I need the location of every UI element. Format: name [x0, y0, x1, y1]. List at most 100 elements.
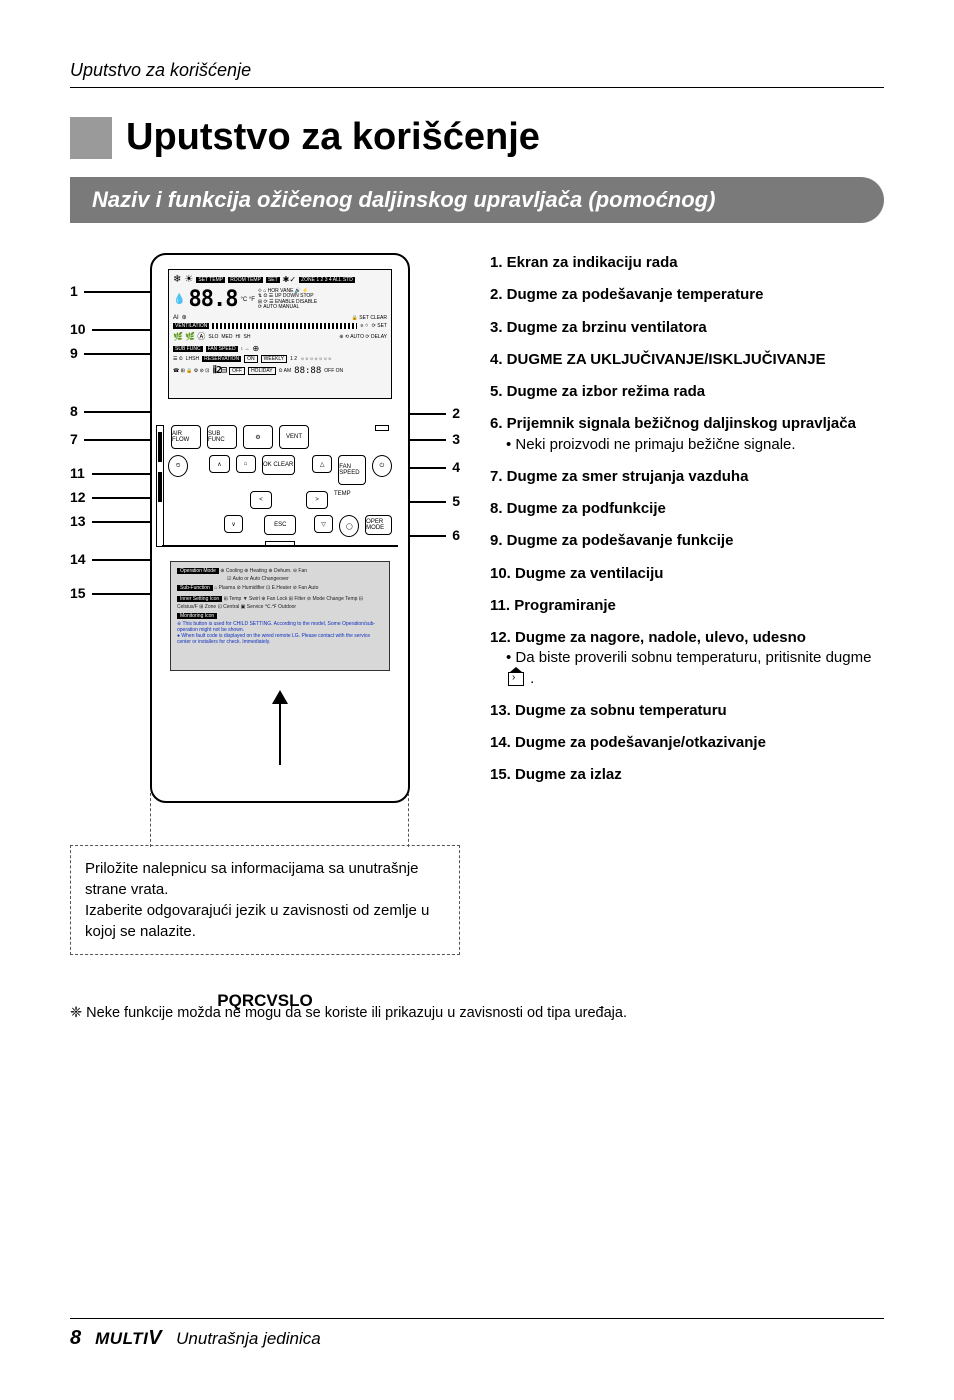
feature-item: 15. Dugme za izlaz — [490, 765, 884, 785]
airflow-button[interactable]: AIR FLOW — [171, 425, 201, 449]
lcd-digits: 88.8 — [188, 287, 237, 312]
content-row: 1 10 9 8 7 11 12 13 14 15 2 3 4 5 6 — [70, 253, 884, 873]
feature-item: 2. Dugme za podešavanje temperature — [490, 285, 884, 305]
callout-14: 14 — [70, 551, 86, 567]
ok-clear-button[interactable]: OK CLEAR — [262, 455, 295, 475]
running-header: Uputstvo za korišćenje — [70, 60, 884, 88]
callout-15: 15 — [70, 585, 86, 601]
lbl: AUTO — [350, 334, 364, 340]
leader — [92, 559, 156, 561]
lbl: SET CLEAR — [359, 315, 387, 321]
home-button[interactable]: ⌂ — [236, 455, 256, 473]
sticker-h: Sub-Function — [177, 585, 213, 591]
footnote: ❈ Neke funkcije možda ne mogu da se kori… — [70, 1005, 884, 1021]
zone-label: ZONE 1 2 3 4 ALL STD — [299, 277, 355, 283]
lbl: SH — [244, 334, 251, 340]
esc-button[interactable]: ESC — [264, 515, 296, 535]
arrow-stem — [279, 703, 281, 765]
opermode-button[interactable]: OPER MODE — [365, 515, 392, 535]
arrow-up-icon — [272, 690, 288, 704]
callout-12: 12 — [70, 489, 86, 505]
feature-item: 9. Dugme za podešavanje funkcije — [490, 531, 884, 551]
lbl: AUTO MANUAL — [263, 304, 299, 310]
feature-item: 6. Prijemnik signala bežičnog daljinskog… — [490, 414, 884, 455]
lbl: ON — [244, 355, 258, 363]
callout-9: 9 — [70, 345, 78, 361]
sticker-h: Inner Setting Icon — [177, 596, 222, 602]
fanspeed-button[interactable]: FAN SPEED — [338, 455, 365, 485]
up-button[interactable]: ∧ — [209, 455, 229, 473]
lbl: SUB FUNC — [173, 346, 203, 352]
sticker-h: Operation Mode — [177, 568, 219, 574]
lbl: LHSH — [186, 356, 199, 362]
feature-item: 13. Dugme za sobnu temperaturu — [490, 701, 884, 721]
feature-item: 14. Dugme za podešavanje/otkazivanje — [490, 733, 884, 753]
lbl: OFF — [229, 367, 245, 375]
feature-item: 4. DUGME ZA UKLJUČIVANJE/ISKLJUČIVANJE — [490, 350, 884, 370]
lbl: HOLIDAY — [248, 367, 276, 375]
callout-6: 6 — [452, 527, 460, 543]
callout-11: 11 — [70, 465, 85, 481]
callout-10: 10 — [70, 321, 86, 337]
page-number: 8 — [70, 1327, 81, 1350]
drop-icon: 💧 — [173, 294, 185, 305]
lcd-chip: SET — [266, 277, 280, 283]
info-sticker: Operation Mode ⊕ Cooling ⊕ Heating ⊕ Deh… — [170, 561, 390, 671]
lbl: WEEKLY — [261, 355, 287, 363]
lbl: HI — [236, 334, 241, 340]
feature-item: 11. Programiranje — [490, 596, 884, 616]
temp-down-button[interactable]: ▽ — [314, 515, 334, 533]
right-column: 1. Ekran za indikaciju rada 2. Dugme za p… — [490, 253, 884, 873]
lbl: SET — [377, 323, 387, 329]
feature-subtext: Neki proizvodi ne primaju bežične signal… — [490, 435, 884, 455]
blank-button[interactable]: ◯ — [339, 515, 359, 537]
lbl: RESERVATION — [202, 356, 241, 362]
ai-icon: AI — [173, 315, 179, 321]
sticker-h: Monitoring Icon — [177, 613, 217, 619]
brand-v: V — [148, 1327, 162, 1349]
callout-8: 8 — [70, 403, 78, 419]
right-button[interactable]: > — [306, 491, 328, 509]
feature-item: 3. Dugme za brzinu ventilatora — [490, 318, 884, 338]
cover-notch — [265, 541, 295, 547]
sticker-line: ⌂ Plasma ⊘ Humidifier ⊡ E.Heater ⊘ Fan A… — [214, 585, 318, 591]
lbl: OFF ON — [324, 368, 343, 374]
sticker-blue: ● When fault code is displayed on the wi… — [177, 633, 383, 645]
settings-button[interactable]: ⚙ — [243, 425, 273, 449]
cf-label: °C °F — [240, 297, 254, 303]
lbl: DELAY — [371, 334, 387, 340]
bar-icon — [212, 323, 357, 329]
left-button[interactable]: < — [250, 491, 272, 509]
home-arrow-icon — [508, 672, 524, 686]
dash-connector — [150, 793, 151, 847]
sticker-line: ☑ Auto or Auto Changeover — [227, 576, 383, 582]
hinge — [156, 425, 164, 547]
temp-up-button[interactable]: △ — [312, 455, 332, 473]
power-button[interactable]: ⏻ — [372, 455, 392, 477]
title-row: Uputstvo za korišćenje — [70, 116, 884, 159]
feature-item: 1. Ekran za indikaciju rada — [490, 253, 884, 273]
callout-13: 13 — [70, 513, 86, 529]
feature-item: 7. Dugme za smer strujanja vazduha — [490, 467, 884, 487]
brand-logo: MULTIV — [95, 1327, 162, 1350]
sticker-blue: ※ This button is used for CHILD SETTING.… — [177, 621, 383, 633]
keypad: AIR FLOW SUB FUNC ⚙ VENT ⏲ ∧ ⌂ OK CLEAR — [168, 425, 392, 535]
callout-5: 5 — [452, 493, 460, 509]
subtitle-pill: Naziv i funkcija ožičenog daljinskog upr… — [70, 177, 884, 223]
dash-connector — [408, 793, 409, 847]
temp-label: TEMP — [334, 491, 350, 509]
lbl: MED — [221, 334, 232, 340]
ir-window — [375, 425, 389, 431]
snowflake-icon: ❄ — [173, 274, 181, 285]
feature-item: 12. Dugme za nagore, nadole, ulevo, udes… — [490, 628, 884, 689]
timer-button[interactable]: ⏲ — [168, 455, 188, 477]
down-button[interactable]: ∨ — [224, 515, 244, 533]
info-box: Priložite nalepnicu sa informacijama sa … — [70, 845, 460, 955]
title-block — [70, 117, 112, 159]
callout-3: 3 — [452, 431, 460, 447]
callout-4: 4 — [452, 459, 460, 475]
feature-subtext: Da biste proverili sobnu temperaturu, pr… — [490, 648, 884, 689]
vent-button[interactable]: VENT — [279, 425, 309, 449]
subfunc-button[interactable]: SUB FUNC — [207, 425, 237, 449]
sticker-line: ⊕ Cooling ⊕ Heating ⊕ Dehum. ⊖ Fan — [220, 568, 307, 574]
